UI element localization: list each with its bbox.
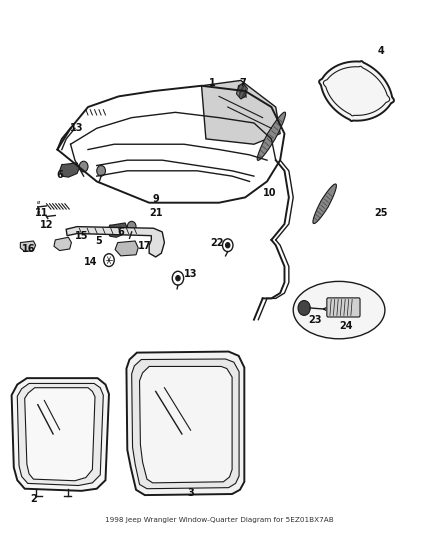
Text: 16: 16 — [22, 244, 36, 254]
Text: 24: 24 — [339, 321, 352, 331]
Text: 13: 13 — [184, 270, 198, 279]
Text: 2: 2 — [30, 494, 37, 504]
Text: 1: 1 — [209, 78, 216, 88]
Text: 25: 25 — [374, 208, 387, 219]
Polygon shape — [12, 378, 109, 491]
Polygon shape — [201, 80, 280, 144]
Polygon shape — [313, 184, 336, 223]
Text: 17: 17 — [138, 241, 152, 251]
Text: 1998 Jeep Wrangler Window-Quarter Diagram for 5EZ01BX7AB: 1998 Jeep Wrangler Window-Quarter Diagra… — [105, 516, 333, 523]
Text: 15: 15 — [75, 231, 88, 241]
Text: 4: 4 — [377, 46, 384, 56]
Polygon shape — [140, 367, 232, 483]
Text: 10: 10 — [262, 188, 276, 198]
Circle shape — [226, 243, 230, 248]
Polygon shape — [20, 241, 35, 252]
Circle shape — [176, 276, 180, 281]
Text: 13: 13 — [71, 123, 84, 133]
Text: 5: 5 — [95, 236, 102, 246]
Circle shape — [97, 165, 106, 176]
Circle shape — [298, 301, 310, 316]
Text: ø: ø — [36, 200, 40, 205]
Text: 6: 6 — [117, 227, 124, 237]
Polygon shape — [108, 223, 127, 237]
Polygon shape — [54, 237, 71, 251]
Text: 11: 11 — [35, 208, 49, 219]
Polygon shape — [25, 387, 95, 481]
Text: 14: 14 — [84, 257, 97, 267]
Text: 6: 6 — [56, 170, 63, 180]
Text: 21: 21 — [149, 208, 162, 219]
Ellipse shape — [293, 281, 385, 339]
FancyBboxPatch shape — [327, 298, 360, 317]
Polygon shape — [17, 383, 103, 486]
Text: 22: 22 — [210, 238, 223, 247]
Polygon shape — [115, 241, 138, 256]
Polygon shape — [257, 112, 286, 160]
Text: ø: ø — [36, 209, 40, 214]
Text: 12: 12 — [40, 220, 53, 230]
Text: 3: 3 — [187, 489, 194, 498]
Text: 7: 7 — [240, 78, 247, 88]
Circle shape — [79, 161, 88, 172]
Polygon shape — [60, 163, 79, 177]
Polygon shape — [237, 83, 247, 99]
Polygon shape — [66, 227, 164, 257]
Text: 9: 9 — [152, 194, 159, 204]
Circle shape — [127, 221, 136, 232]
Polygon shape — [319, 61, 394, 121]
Polygon shape — [127, 352, 244, 495]
Text: 23: 23 — [308, 314, 322, 325]
Polygon shape — [132, 359, 239, 489]
